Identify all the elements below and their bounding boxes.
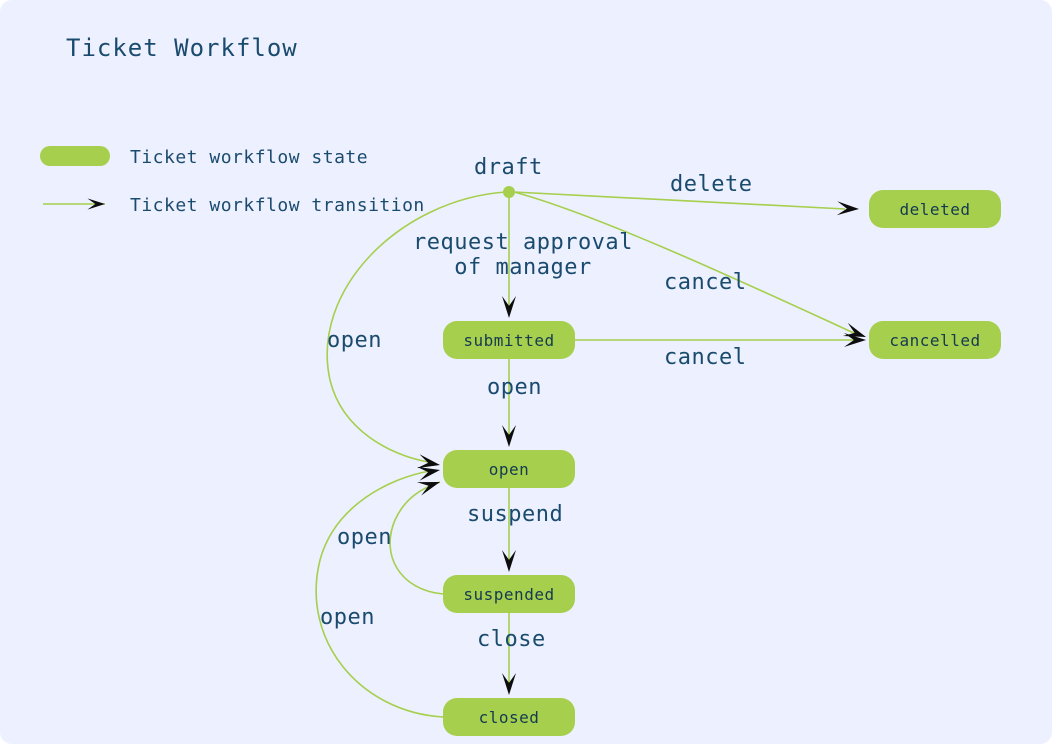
node-open: open bbox=[443, 450, 575, 488]
edge-label-draft-delete-deleted: delete bbox=[670, 172, 752, 197]
legend-state-label: Ticket workflow state bbox=[130, 147, 368, 168]
edge-label-submitted-open-open: open bbox=[487, 375, 542, 400]
edge-label-suspended-close-closed: close bbox=[477, 627, 546, 652]
edge-label-draft-cancel-cancelled: cancel bbox=[664, 270, 746, 295]
edge-label-submitted-cancel-cancelled: cancel bbox=[664, 345, 746, 370]
legend-state-lozenge bbox=[40, 146, 110, 166]
diagram-canvas: Ticket Workflow Ticket workflow state Ti… bbox=[0, 0, 1052, 744]
node-suspended: suspended bbox=[443, 575, 575, 613]
node-cancelled: cancelled bbox=[869, 321, 1001, 359]
edge-label-suspended-open-open: open bbox=[337, 525, 392, 550]
node-submitted: submitted bbox=[443, 321, 575, 359]
edge-label-draft-request-approval-submitted: request approval of manager bbox=[413, 230, 633, 280]
edge-label-draft-open-open: open bbox=[327, 328, 382, 353]
node-deleted: deleted bbox=[869, 190, 1001, 228]
legend-transition-label: Ticket workflow transition bbox=[130, 195, 425, 216]
node-closed: closed bbox=[443, 698, 575, 736]
node-label-draft: draft bbox=[474, 155, 543, 180]
edge-label-closed-open-open: open bbox=[320, 605, 375, 630]
edge-label-open-suspend-suspended: suspend bbox=[467, 502, 563, 527]
diagram-title: Ticket Workflow bbox=[66, 34, 298, 62]
